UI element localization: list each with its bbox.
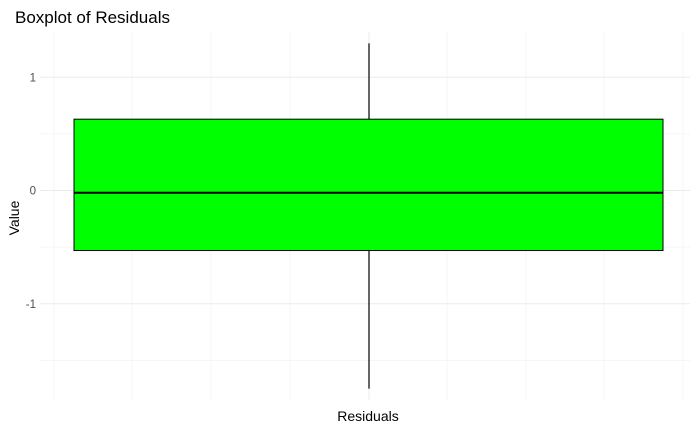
x-axis-label: Residuals <box>337 408 398 424</box>
y-axis-label: Value <box>6 200 22 235</box>
chart-title: Boxplot of Residuals <box>15 8 170 27</box>
box-iqr <box>73 118 664 252</box>
y-tick-label: -1 <box>26 299 36 311</box>
y-tick-label: 1 <box>30 72 36 84</box>
y-tick-label: 0 <box>30 186 36 198</box>
y-axis-ticks: -1 0 1 <box>26 72 36 310</box>
boxplot <box>73 43 664 389</box>
